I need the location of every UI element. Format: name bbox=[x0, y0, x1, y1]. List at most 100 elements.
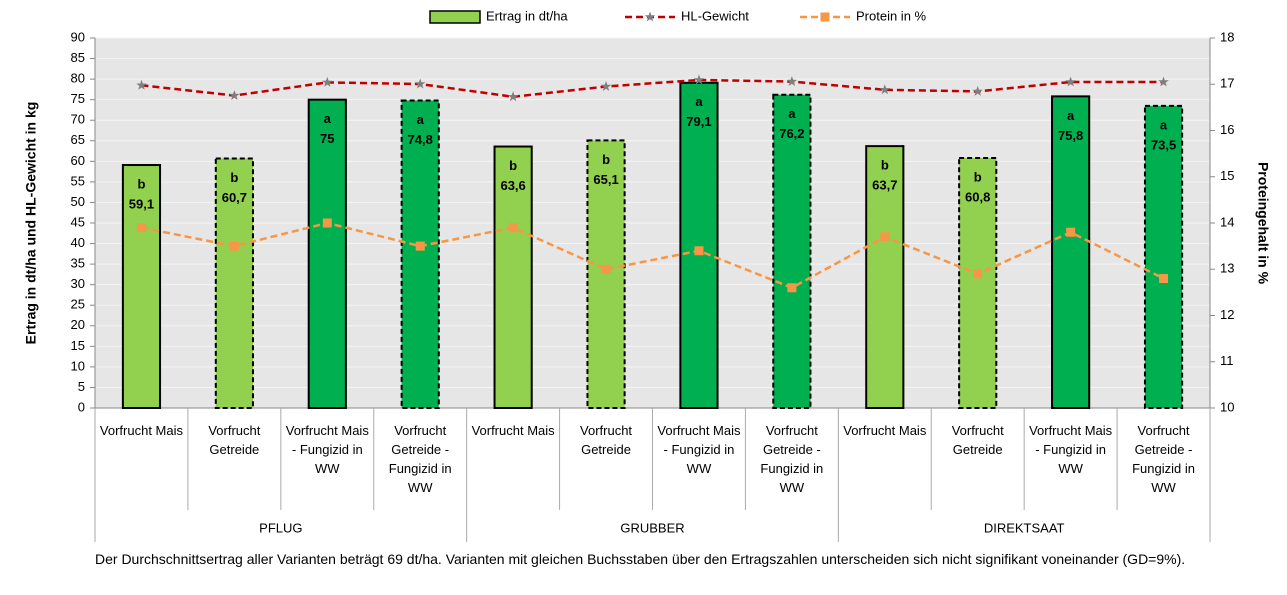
data-label: 76,2 bbox=[779, 126, 804, 141]
point bbox=[972, 85, 983, 96]
legend-marker bbox=[644, 11, 656, 22]
data-label: 73,5 bbox=[1151, 137, 1176, 152]
y2-tick-label: 11 bbox=[1220, 353, 1234, 368]
point bbox=[694, 246, 704, 256]
y-tick-label: 5 bbox=[78, 379, 85, 394]
y-tick-label: 90 bbox=[71, 29, 85, 44]
point bbox=[786, 76, 798, 86]
point bbox=[1066, 227, 1076, 237]
point bbox=[787, 283, 797, 293]
x-tick-label: Vorfrucht Mais bbox=[99, 423, 183, 438]
x-tick-label: Vorfrucht Getreide bbox=[951, 423, 1004, 457]
y2-tick-label: 18 bbox=[1220, 29, 1234, 44]
y-tick-label: 15 bbox=[71, 338, 85, 353]
point bbox=[879, 84, 890, 95]
bar bbox=[1143, 104, 1184, 409]
point bbox=[229, 241, 239, 251]
y2-tick-label: 17 bbox=[1220, 76, 1234, 91]
point bbox=[1065, 76, 1076, 87]
x-tick-label: Vorfrucht Mais - Fungizid in WW bbox=[285, 423, 369, 476]
legend-label: Protein in % bbox=[856, 8, 927, 23]
y-tick-label: 65 bbox=[71, 132, 85, 147]
point bbox=[508, 223, 518, 233]
x-tick-label: Vorfrucht Mais - Fungizid in WW bbox=[1029, 423, 1113, 476]
bar-letter: b bbox=[974, 169, 982, 184]
x-tick-label: Vorfrucht Getreide - Fungizid in WW bbox=[388, 423, 452, 495]
y2-tick-label: 12 bbox=[1220, 307, 1234, 322]
data-label: 63,6 bbox=[500, 178, 525, 193]
y2-tick-label: 15 bbox=[1220, 168, 1234, 183]
bar-letter: b bbox=[230, 170, 238, 185]
data-label: 63,7 bbox=[872, 178, 897, 193]
data-label: 75 bbox=[320, 131, 334, 146]
x-tick-label: Vorfrucht Getreide - Fungizid in WW bbox=[760, 423, 824, 495]
bar-letter: b bbox=[509, 158, 517, 173]
y2-tick-label: 13 bbox=[1220, 261, 1234, 276]
point bbox=[415, 241, 425, 251]
bar bbox=[1051, 95, 1091, 409]
y-tick-label: 40 bbox=[71, 235, 85, 250]
footnote: Der Durchschnittsertrag aller Varianten … bbox=[95, 551, 1186, 567]
data-label: 60,7 bbox=[222, 190, 247, 205]
bar bbox=[493, 145, 533, 410]
point bbox=[322, 76, 333, 87]
x-tick-label: Vorfrucht Mais - Fungizid in WW bbox=[657, 423, 741, 476]
bar bbox=[772, 93, 812, 409]
bar-letter: b bbox=[881, 158, 889, 173]
y-tick-label: 80 bbox=[71, 71, 85, 86]
y2-tick-label: 16 bbox=[1220, 122, 1234, 137]
point bbox=[880, 232, 890, 242]
legend-marker bbox=[820, 12, 830, 22]
bar-letter: a bbox=[324, 111, 332, 126]
x-tick-label: Vorfrucht Getreide - Fungizid in WW bbox=[1132, 423, 1195, 495]
y2-tick-label: 14 bbox=[1220, 214, 1234, 229]
x-tick-label: Vorfrucht Getreide bbox=[580, 423, 633, 457]
point bbox=[229, 90, 240, 100]
bar bbox=[307, 98, 347, 410]
y-tick-label: 30 bbox=[71, 276, 85, 291]
x-tick-label: Vorfrucht Getreide bbox=[208, 423, 261, 457]
point bbox=[136, 223, 146, 233]
point bbox=[507, 91, 519, 102]
bar bbox=[214, 157, 254, 409]
data-label: 60,8 bbox=[965, 189, 990, 204]
y-tick-label: 70 bbox=[71, 112, 85, 127]
bar-letter: a bbox=[417, 112, 425, 127]
y-tick-label: 60 bbox=[71, 153, 85, 168]
bar bbox=[121, 164, 162, 409]
data-label: 59,1 bbox=[129, 196, 154, 211]
bar-letter: b bbox=[602, 152, 610, 167]
data-label: 75,8 bbox=[1058, 128, 1083, 143]
y-tick-label: 35 bbox=[71, 256, 85, 271]
point bbox=[136, 79, 147, 90]
y2-axis-label: Proteingehalt in % bbox=[1255, 162, 1271, 285]
group-label: PFLUG bbox=[259, 520, 302, 535]
bar bbox=[400, 99, 440, 409]
bar-letter: b bbox=[137, 176, 145, 191]
bar bbox=[586, 139, 626, 409]
y2-tick-label: 10 bbox=[1220, 399, 1234, 414]
data-label: 79,1 bbox=[686, 114, 711, 129]
point bbox=[601, 264, 611, 274]
bar bbox=[865, 145, 905, 409]
bar-letter: a bbox=[788, 106, 796, 121]
y-tick-label: 20 bbox=[71, 317, 85, 332]
x-tick-label: Vorfrucht Mais bbox=[471, 423, 555, 438]
line bbox=[141, 221, 1165, 290]
point bbox=[1159, 274, 1169, 283]
y-tick-label: 75 bbox=[71, 91, 85, 106]
y-tick-label: 50 bbox=[71, 194, 85, 209]
bar-letter: a bbox=[1067, 108, 1075, 123]
bar-letter: a bbox=[1160, 117, 1168, 132]
data-label: 65,1 bbox=[593, 172, 618, 187]
y-tick-label: 45 bbox=[71, 214, 85, 229]
y-tick-label: 25 bbox=[71, 297, 85, 312]
y-tick-label: 55 bbox=[71, 173, 85, 188]
y-tick-label: 0 bbox=[78, 399, 85, 414]
point bbox=[693, 74, 705, 85]
y-tick-label: 10 bbox=[71, 358, 85, 373]
x-tick-label: Vorfrucht Mais bbox=[843, 423, 927, 438]
bar bbox=[679, 81, 719, 410]
